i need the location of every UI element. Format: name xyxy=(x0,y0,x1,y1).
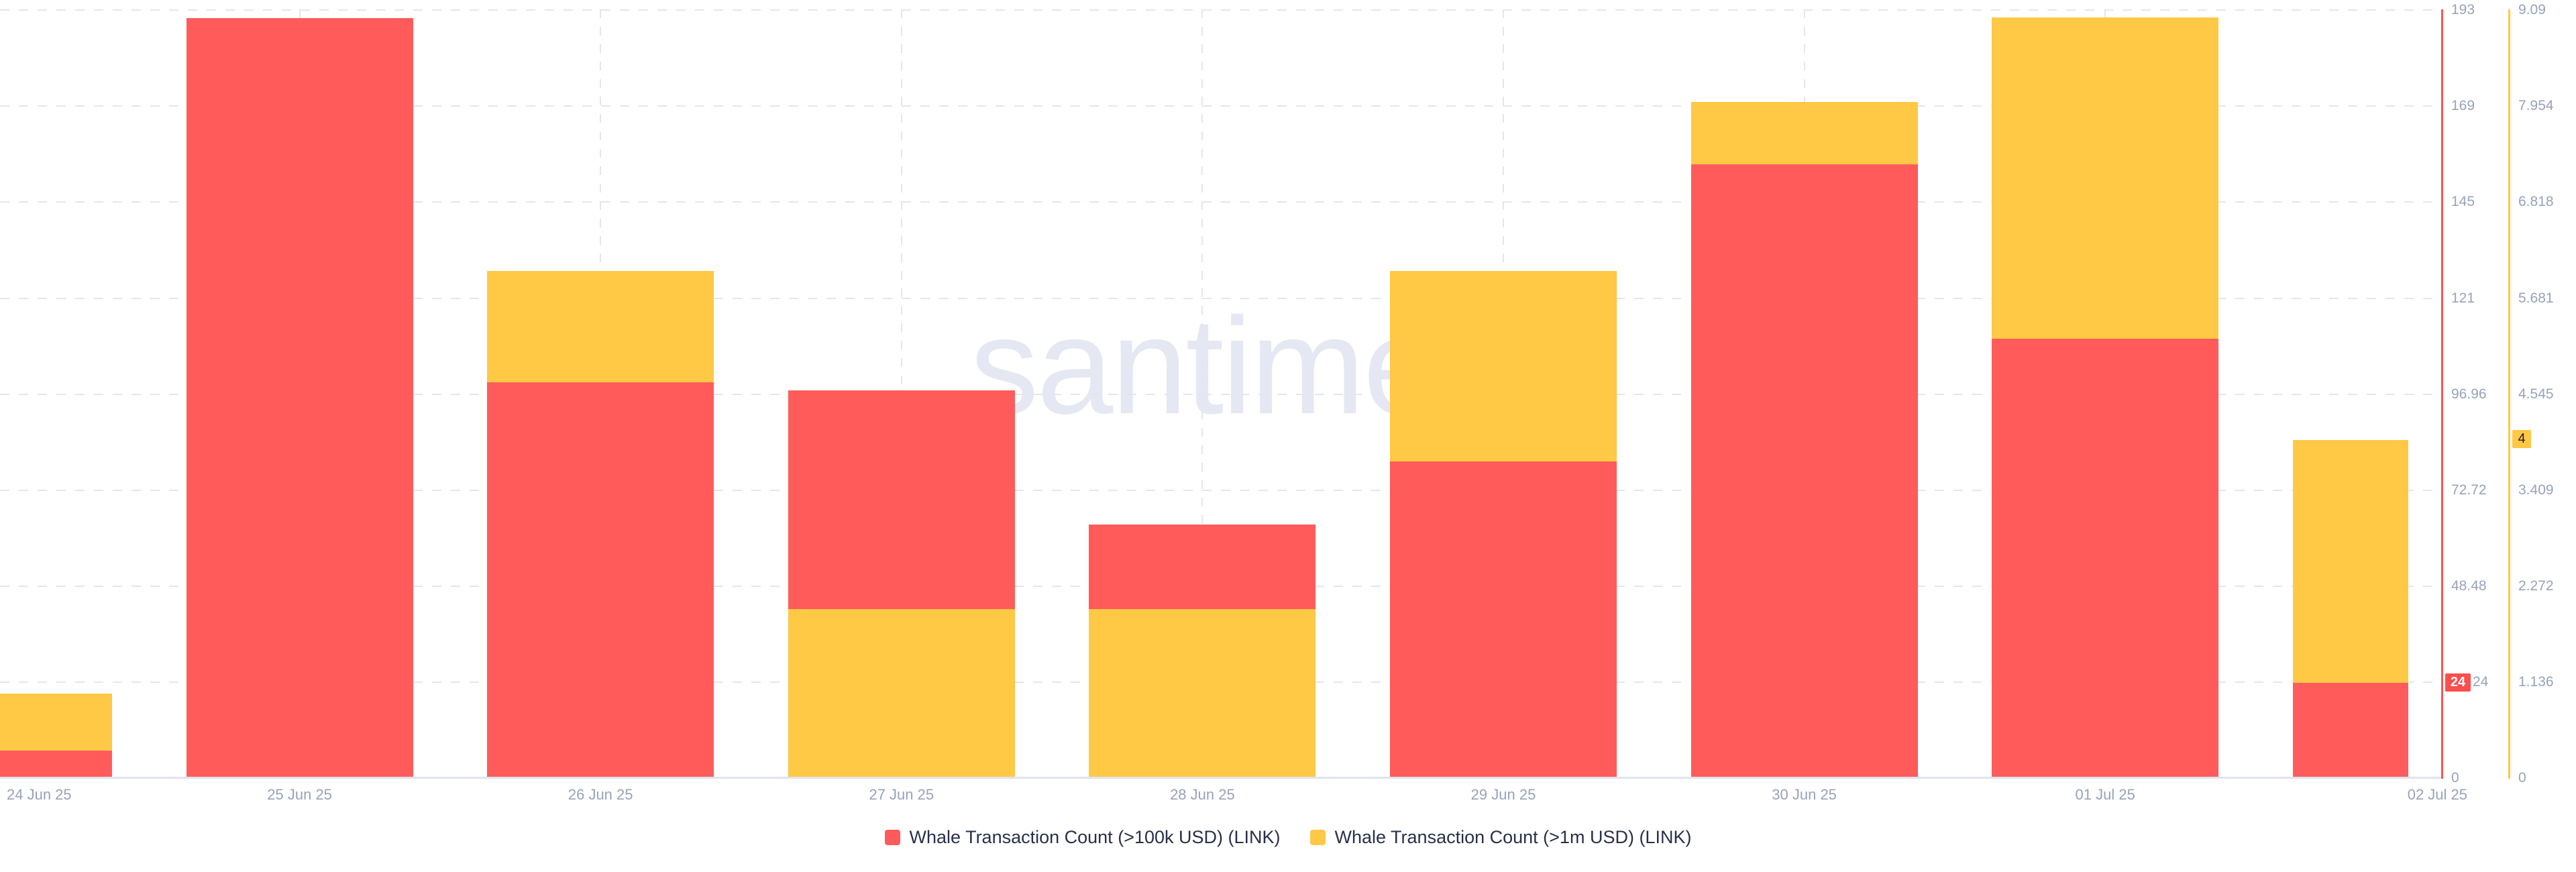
horizontal-gridline xyxy=(0,9,2434,11)
bar-2-red[interactable] xyxy=(487,382,714,778)
y-tick-label: 48.48 xyxy=(2451,578,2487,594)
bar-5-red[interactable] xyxy=(1390,461,1617,778)
legend-label-whale-1m: Whale Transaction Count (>1m USD) (LINK) xyxy=(1334,827,1692,847)
yellow-axis-latest-value-badge: 4 xyxy=(2512,430,2531,448)
x-axis-label-2: 26 Jun 25 xyxy=(568,786,633,803)
y-tick-label: 169 xyxy=(2451,98,2475,114)
y-tick-label: 4.545 xyxy=(2518,386,2554,402)
y-tick-label: 7.954 xyxy=(2518,98,2554,114)
horizontal-gridline xyxy=(0,105,2434,107)
bars-plot-area xyxy=(0,17,2408,778)
legend-swatch-yellow xyxy=(1309,829,1326,845)
y-tick-label: 0 xyxy=(2518,770,2526,785)
bar-7-red[interactable] xyxy=(1992,338,2219,778)
y-tick-label: 9.09 xyxy=(2518,2,2546,18)
horizontal-gridline xyxy=(0,297,2434,299)
bar-8-red[interactable] xyxy=(2292,683,2408,778)
x-axis-label-4: 28 Jun 25 xyxy=(1170,786,1235,803)
x-axis-label-8: 02 Jul 25 xyxy=(2407,786,2467,803)
y-tick-label: 0 xyxy=(2451,770,2459,785)
bar-0-red[interactable] xyxy=(0,750,112,778)
horizontal-gridline xyxy=(0,201,2434,203)
x-axis-label-6: 30 Jun 25 xyxy=(1772,786,1837,803)
red-axis-latest-value-badge: 24 xyxy=(2445,673,2471,692)
legend-item-whale-1m[interactable]: Whale Transaction Count (>1m USD) (LINK) xyxy=(1309,826,1692,849)
x-axis-baseline xyxy=(0,777,2443,779)
x-axis-label-0: 24 Jun 25 xyxy=(7,786,72,803)
bar-6-red[interactable] xyxy=(1690,164,1918,778)
y-tick-label: 6.818 xyxy=(2518,194,2554,210)
y-tick-label: 2.272 xyxy=(2518,578,2554,594)
y-tick-label: 72.72 xyxy=(2451,482,2487,498)
horizontal-gridline xyxy=(0,489,2434,491)
x-axis-label-3: 27 Jun 25 xyxy=(869,786,934,803)
y-tick-label: 193 xyxy=(2451,2,2475,18)
x-axis-label-7: 01 Jul 25 xyxy=(2075,786,2135,803)
y-tick-label: 96.96 xyxy=(2451,386,2487,402)
y-tick-label: 5.681 xyxy=(2518,290,2554,306)
vertical-gridline xyxy=(1201,9,1203,778)
red-y-axis-line xyxy=(2441,9,2443,779)
x-axis-label-1: 25 Jun 25 xyxy=(267,786,332,803)
y-tick-label: 1.136 xyxy=(2518,673,2554,690)
bar-4-yellow[interactable] xyxy=(1089,609,1316,778)
x-axis-label-5: 29 Jun 25 xyxy=(1470,786,1536,803)
bar-1-red[interactable] xyxy=(186,17,413,778)
legend-swatch-red xyxy=(884,829,900,845)
y-tick-label: 121 xyxy=(2451,290,2475,306)
legend-item-whale-100k[interactable]: Whale Transaction Count (>100k USD) (LIN… xyxy=(884,826,1281,849)
y-tick-label: 24 xyxy=(2473,673,2489,690)
y-tick-label: 145 xyxy=(2451,194,2475,210)
legend: Whale Transaction Count (>100k USD) (LIN… xyxy=(0,824,2576,851)
legend-label-whale-100k: Whale Transaction Count (>100k USD) (LIN… xyxy=(909,827,1281,847)
bar-3-yellow[interactable] xyxy=(788,609,1015,778)
yellow-y-axis-line xyxy=(2508,9,2510,779)
horizontal-gridline xyxy=(0,393,2434,395)
y-tick-label: 3.409 xyxy=(2518,482,2554,498)
